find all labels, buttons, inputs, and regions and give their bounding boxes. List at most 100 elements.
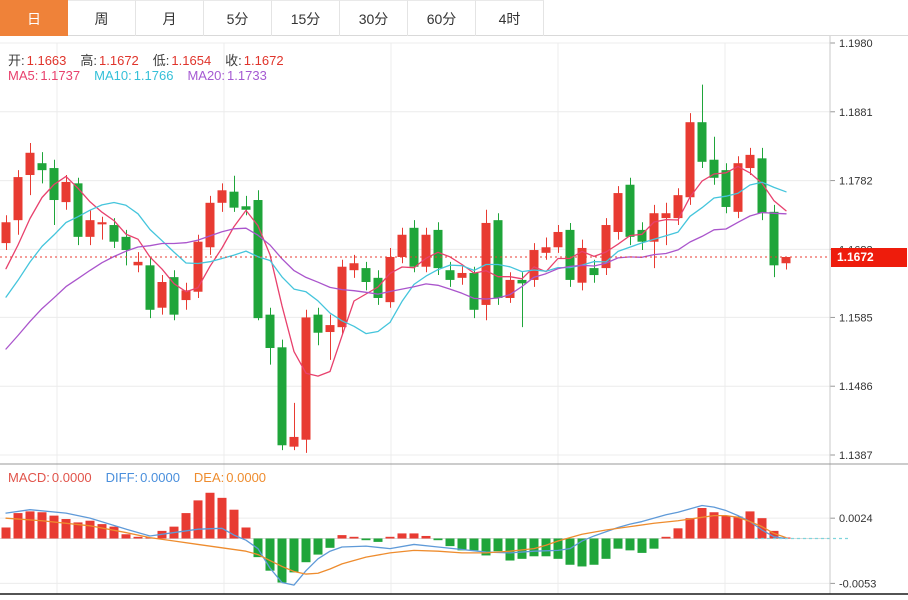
candle-body — [325, 325, 335, 333]
price-axis-label: 1.1881 — [839, 107, 873, 119]
candle-body — [181, 290, 191, 301]
candle-body — [769, 211, 779, 266]
macd-histogram-bar — [349, 536, 359, 539]
price-axis-label: 1.1387 — [839, 450, 873, 462]
candle-body — [253, 200, 263, 319]
candle-body — [373, 277, 383, 298]
ma-legend-ma20-value: 1.1733 — [227, 68, 267, 83]
tab-15分[interactable]: 15分 — [272, 0, 340, 36]
ma-legend-ma20-label: MA20: — [187, 68, 226, 83]
candle-body — [133, 261, 143, 266]
macd-histogram-bar — [673, 528, 683, 539]
macd-histogram-bar — [637, 538, 647, 553]
macd-histogram-bar — [697, 508, 707, 539]
price-axis-label: 1.1585 — [839, 312, 873, 324]
macd-histogram-bar — [517, 538, 527, 559]
macd-histogram-bar — [505, 538, 515, 561]
tab-4时[interactable]: 4时 — [476, 0, 544, 36]
macd-histogram-bar — [193, 500, 203, 539]
price-axis-label: 1.1486 — [839, 381, 873, 393]
candle-body — [697, 122, 707, 162]
macd-histogram-bar — [217, 497, 227, 539]
macd-histogram-bar — [181, 513, 191, 539]
candle-body — [589, 268, 599, 276]
candle-body — [337, 266, 347, 328]
candle-body — [73, 183, 83, 237]
current-price-tag: 1.1672 — [831, 248, 907, 267]
macd-histogram-bar — [325, 538, 335, 548]
diff-line — [5, 504, 787, 586]
macd-histogram-bar — [493, 538, 503, 552]
candle-body — [457, 272, 467, 278]
macd-histogram-bar — [397, 533, 407, 539]
tab-月[interactable]: 月 — [136, 0, 204, 36]
macd-histogram-bar — [661, 536, 671, 539]
macd-histogram-bar — [457, 538, 467, 551]
macd-histogram-bar — [229, 509, 239, 539]
candle-body — [733, 163, 743, 212]
candle-body — [241, 206, 251, 210]
macd-histogram-bar — [277, 538, 287, 583]
macd-histogram-bar — [709, 512, 719, 539]
candle-body — [565, 229, 575, 280]
macd-legend-dea-value: 0.0000 — [226, 470, 267, 485]
candle-body — [289, 436, 299, 447]
tab-5分[interactable]: 5分 — [204, 0, 272, 36]
macd-legend-macd-value: 0.0000 — [51, 470, 92, 485]
candle-body — [421, 234, 431, 267]
candle-body — [709, 159, 719, 178]
candle-body — [157, 282, 167, 308]
candle-body — [757, 158, 767, 214]
macd-histogram-bar — [37, 512, 47, 539]
candle-body — [361, 268, 371, 283]
candle-body — [13, 177, 23, 221]
candle-body — [517, 279, 527, 284]
macd-histogram-bar — [733, 516, 743, 539]
ohlc-legend-low-label: 低: — [152, 53, 170, 68]
candle-body — [649, 213, 659, 242]
ma-legend-ma10-value: 1.1766 — [133, 68, 174, 83]
candle-body — [745, 154, 755, 169]
macd-histogram-bar — [385, 536, 395, 539]
candle-body — [301, 317, 311, 440]
macd-histogram-bar — [97, 524, 107, 539]
macd-histogram-bar — [625, 538, 635, 551]
candle-body — [145, 265, 155, 310]
candle-body — [25, 152, 35, 176]
candle-body — [109, 225, 119, 242]
tab-日[interactable]: 日 — [0, 0, 68, 36]
macd-histogram-bar — [445, 538, 455, 547]
ohlc-legend-high-value: 1.1672 — [99, 53, 139, 68]
macd-legend-diff-label: DIFF: — [105, 470, 139, 485]
macd-histogram-bar — [61, 519, 71, 539]
macd-histogram-bar — [769, 530, 779, 539]
macd-histogram-bar — [685, 518, 695, 539]
macd-histogram-bar — [205, 492, 215, 539]
tab-60分[interactable]: 60分 — [408, 0, 476, 36]
candle-body — [493, 220, 503, 298]
macd-legend-dea-label: DEA: — [193, 470, 225, 485]
ma-legend-ma5-label: MA5: — [8, 68, 39, 83]
ohlc-legend-open-value: 1.1663 — [26, 53, 67, 68]
candle-body — [553, 231, 563, 248]
macd-histogram-bar — [613, 538, 623, 549]
tab-30分[interactable]: 30分 — [340, 0, 408, 36]
ma-legend-ma5-value: 1.1737 — [40, 68, 81, 83]
candle-body — [193, 241, 203, 292]
tab-周[interactable]: 周 — [68, 0, 136, 36]
candle-body — [265, 314, 275, 349]
timeframe-tabbar: 日周月 5分 15分 30分 60分 4时 — [0, 0, 908, 36]
macd-histogram-bar — [265, 538, 275, 571]
macd-histogram-bar — [1, 527, 11, 539]
candle-body — [85, 220, 95, 237]
candlestick-macd-chart[interactable]: 1.19801.18811.17821.16831.15851.14861.13… — [0, 36, 908, 600]
macd-histogram-bar — [289, 538, 299, 573]
candle-body — [529, 250, 539, 280]
candle-body — [673, 195, 683, 219]
macd-histogram-bar — [601, 538, 611, 559]
candle-body — [625, 184, 635, 237]
macd-axis-label: 0.0024 — [839, 513, 873, 525]
macd-histogram-bar — [49, 515, 59, 539]
macd-legend-diff-value: 0.0000 — [140, 470, 180, 485]
macd-histogram-bar — [73, 522, 83, 539]
